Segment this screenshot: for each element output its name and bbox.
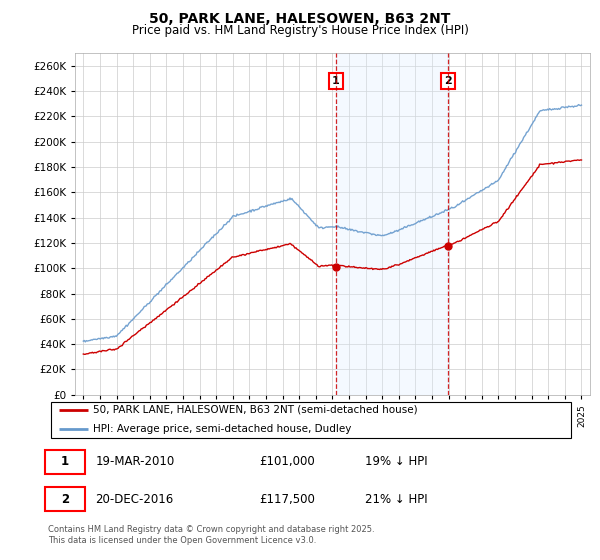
Text: 2: 2 xyxy=(444,76,452,86)
Text: 21% ↓ HPI: 21% ↓ HPI xyxy=(365,493,427,506)
Text: 20-DEC-2016: 20-DEC-2016 xyxy=(95,493,174,506)
Text: 2: 2 xyxy=(61,493,69,506)
Text: 19% ↓ HPI: 19% ↓ HPI xyxy=(365,455,427,468)
Bar xyxy=(336,53,448,395)
Text: £101,000: £101,000 xyxy=(259,455,315,468)
Text: £117,500: £117,500 xyxy=(259,493,315,506)
FancyBboxPatch shape xyxy=(50,402,571,438)
Text: 50, PARK LANE, HALESOWEN, B63 2NT: 50, PARK LANE, HALESOWEN, B63 2NT xyxy=(149,12,451,26)
FancyBboxPatch shape xyxy=(46,487,85,511)
Text: 1: 1 xyxy=(61,455,69,468)
Text: Contains HM Land Registry data © Crown copyright and database right 2025.
This d: Contains HM Land Registry data © Crown c… xyxy=(48,525,374,545)
FancyBboxPatch shape xyxy=(46,450,85,474)
Text: 50, PARK LANE, HALESOWEN, B63 2NT (semi-detached house): 50, PARK LANE, HALESOWEN, B63 2NT (semi-… xyxy=(93,405,418,415)
Text: HPI: Average price, semi-detached house, Dudley: HPI: Average price, semi-detached house,… xyxy=(93,424,351,434)
Text: 19-MAR-2010: 19-MAR-2010 xyxy=(95,455,175,468)
Text: Price paid vs. HM Land Registry's House Price Index (HPI): Price paid vs. HM Land Registry's House … xyxy=(131,24,469,36)
Text: 1: 1 xyxy=(332,76,340,86)
